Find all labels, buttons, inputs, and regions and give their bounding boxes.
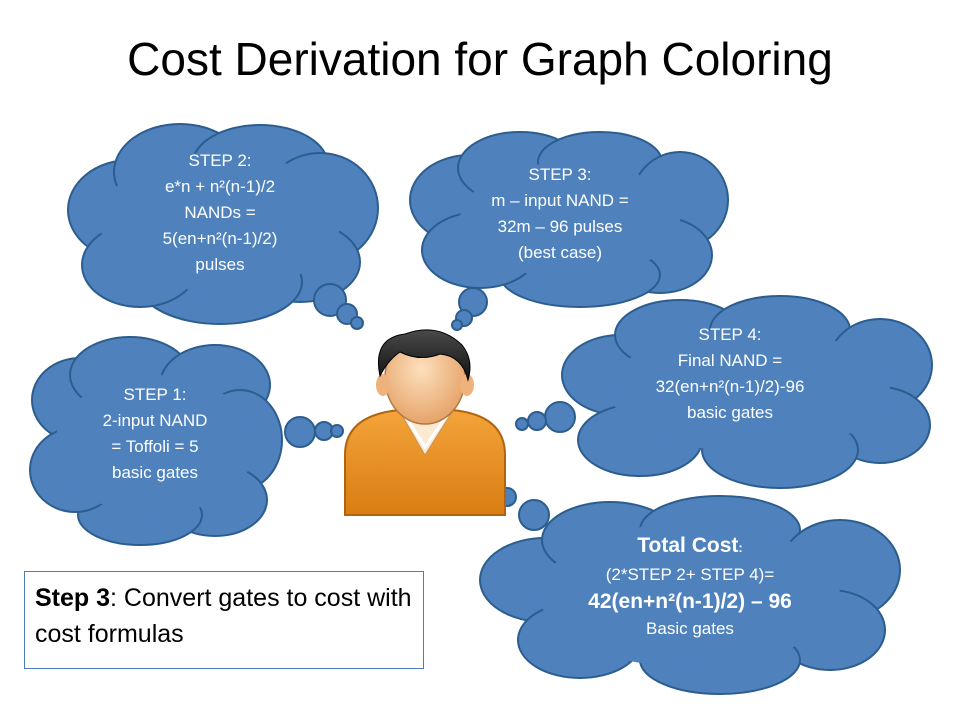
cloud-step4 xyxy=(561,295,933,489)
step2-line: 5(en+n²(n-1)/2) xyxy=(162,229,278,248)
person-icon xyxy=(344,329,506,516)
step2-line: pulses xyxy=(195,255,245,274)
bubble-trail-step2 xyxy=(313,283,364,330)
step3-line: (best case) xyxy=(517,243,603,262)
step2-line: STEP 2: xyxy=(188,151,252,170)
total-cost-heading-colon: : xyxy=(738,540,743,555)
step4-line: Final NAND = xyxy=(677,351,783,370)
step3-line: STEP 3: xyxy=(528,165,592,184)
step1-line: = Toffoli = 5 xyxy=(111,437,199,456)
bubble-trail-step3 xyxy=(451,287,488,331)
step4-line: basic gates xyxy=(687,403,773,422)
total-line: Basic gates xyxy=(646,619,734,638)
total-cost-heading: Total Cost: xyxy=(555,532,825,562)
note-bold: Step 3 xyxy=(35,584,111,612)
cloud-step4-text: STEP 4: Final NAND = 32(en+n²(n-1)/2)-96… xyxy=(610,322,850,426)
cloud-step2-text: STEP 2: e*n + n²(n-1)/2 NANDs = 5(en+n²(… xyxy=(110,148,330,278)
cloud-step1-text: STEP 1: 2-input NAND = Toffoli = 5 basic… xyxy=(60,382,250,486)
note-text: : Convert gates to cost with cost formul… xyxy=(35,584,412,648)
total-line: (2*STEP 2+ STEP 4)= xyxy=(605,565,775,584)
total-formula: 42(en+n²(n-1)/2) – 96 xyxy=(588,590,792,613)
cloud-step3-text: STEP 3: m – input NAND = 32m – 96 pulses… xyxy=(450,162,670,266)
cloud-total xyxy=(479,495,901,695)
step1-line: STEP 1: xyxy=(123,385,187,404)
total-cost-heading-text: Total Cost xyxy=(637,534,739,557)
step4-line: 32(en+n²(n-1)/2)-96 xyxy=(655,377,805,396)
step3-line: m – input NAND = xyxy=(491,191,629,210)
cloud-step3 xyxy=(409,131,729,308)
cloud-step1 xyxy=(29,336,283,546)
cloud-total-text: Total Cost: (2*STEP 2+ STEP 4)= 42(en+n²… xyxy=(555,532,825,642)
step2-line: NANDs = xyxy=(184,203,256,222)
step1-line: 2-input NAND xyxy=(102,411,208,430)
cloud-step2 xyxy=(67,123,379,325)
step4-line: STEP 4: xyxy=(698,325,762,344)
step1-line: basic gates xyxy=(112,463,198,482)
bubble-trail-step1 xyxy=(284,416,344,448)
page-title: Cost Derivation for Graph Coloring xyxy=(127,33,833,85)
step-note-box: Step 3: Convert gates to cost with cost … xyxy=(24,571,424,669)
step2-line: e*n + n²(n-1)/2 xyxy=(164,177,276,196)
bubble-trail-step4 xyxy=(515,401,576,433)
step3-line: 32m – 96 pulses xyxy=(497,217,623,236)
